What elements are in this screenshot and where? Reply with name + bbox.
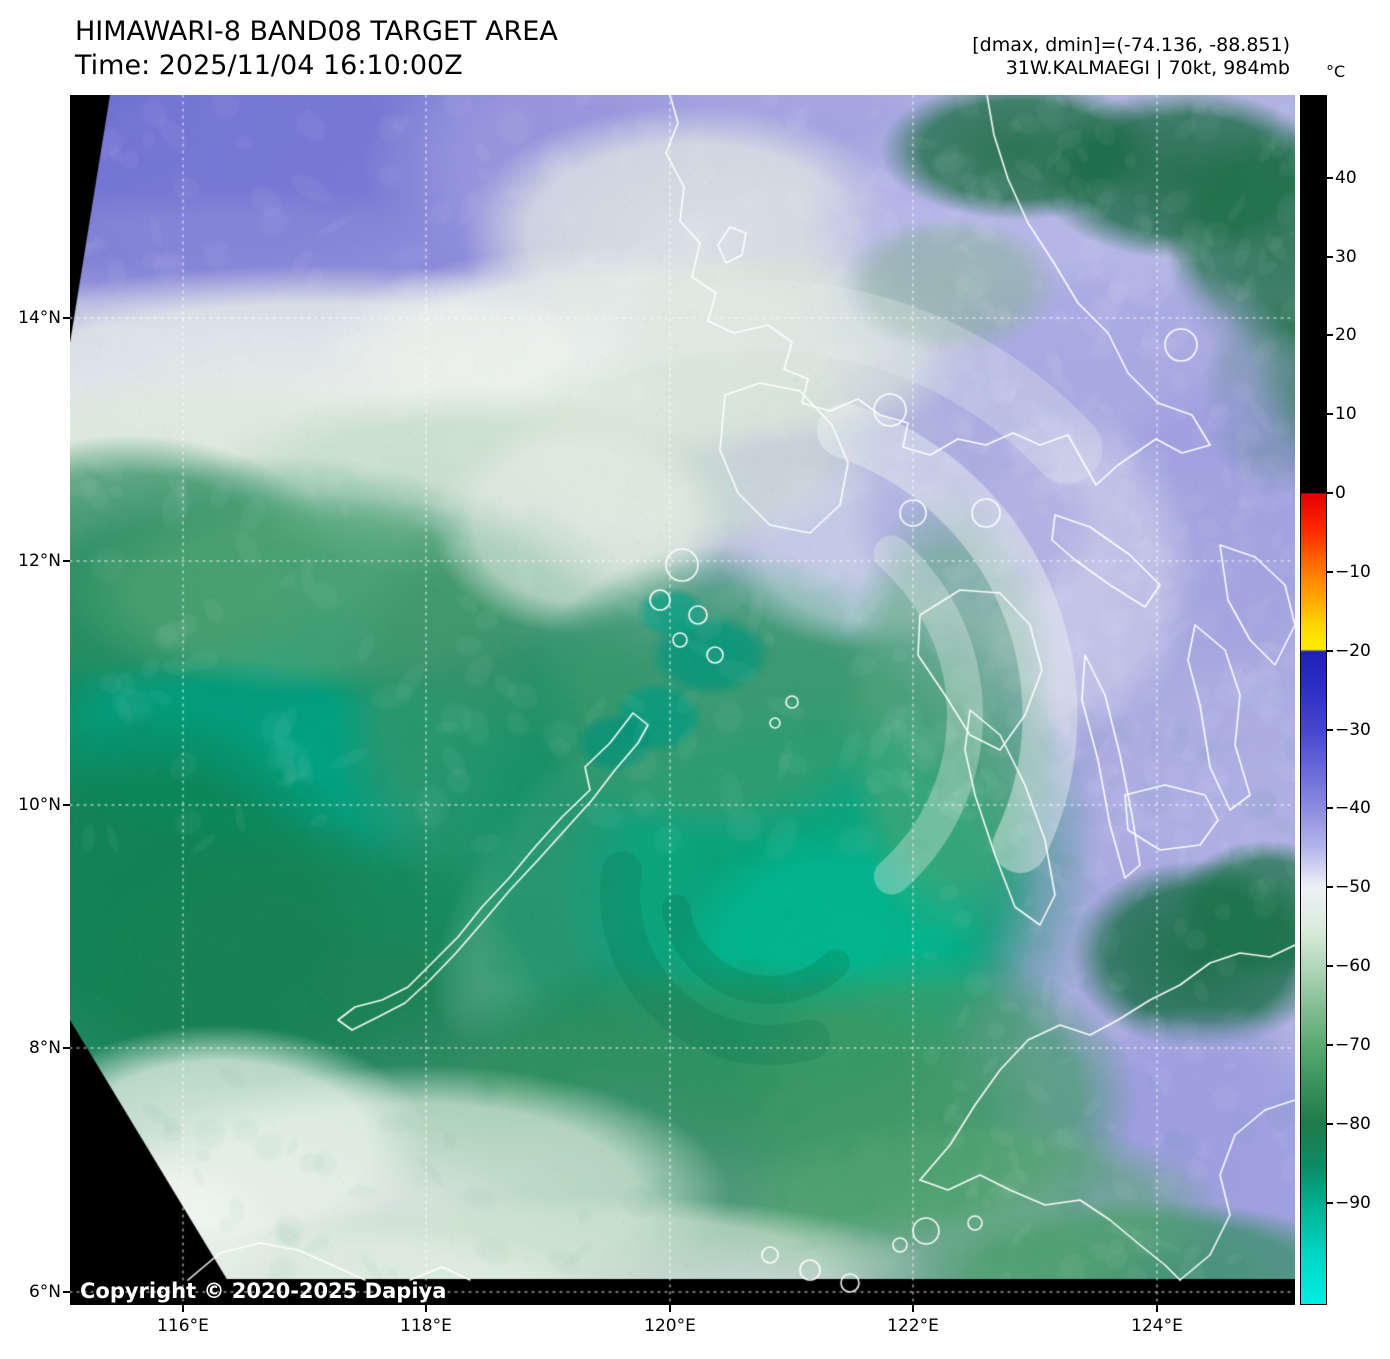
lon-tick-mark: [425, 1305, 427, 1312]
colorbar-tick-mark: [1327, 492, 1333, 495]
colorbar-tick-mark: [1327, 886, 1333, 889]
colorbar-tick-label: 0: [1335, 483, 1346, 504]
lat-tick-label: 14°N: [18, 308, 61, 328]
colorbar: [1300, 95, 1327, 1305]
lon-tick-mark: [669, 1305, 671, 1312]
colorbar-tick-mark: [1327, 1201, 1333, 1204]
colorbar-tick-label: −60: [1335, 956, 1371, 977]
colorbar-tick-mark: [1327, 255, 1333, 258]
satellite-canvas: [70, 95, 1295, 1305]
lon-tick-label: 120°E: [644, 1316, 696, 1336]
colorbar-tick-mark: [1327, 413, 1333, 416]
colorbar-tick-label: 10: [1335, 404, 1357, 425]
header-info: [dmax, dmin]=(-74.136, -88.851) 31W.KALM…: [972, 34, 1290, 80]
lon-tick-label: 122°E: [887, 1316, 939, 1336]
lon-tick-label: 124°E: [1131, 1316, 1183, 1336]
lat-tick-mark: [63, 1047, 70, 1049]
lat-tick-label: 6°N: [28, 1282, 61, 1302]
colorbar-tick-mark: [1327, 649, 1333, 652]
colorbar-tick-label: −70: [1335, 1034, 1371, 1055]
lat-tick-label: 12°N: [18, 551, 61, 571]
dmax-dmin-readout: [dmax, dmin]=(-74.136, -88.851): [972, 34, 1290, 56]
satellite-plot-area: Copyright © 2020-2025 Dapiya: [70, 95, 1295, 1305]
colorbar-tick-label: −50: [1335, 877, 1371, 898]
lat-tick-label: 8°N: [28, 1038, 61, 1058]
page-title: HIMAWARI-8 BAND08 TARGET AREA: [75, 16, 558, 47]
colorbar-tick-label: −20: [1335, 640, 1371, 661]
storm-info: 31W.KALMAEGI | 70kt, 984mb: [1005, 57, 1290, 79]
colorbar-tick-label: −90: [1335, 1192, 1371, 1213]
lat-tick-mark: [63, 1291, 70, 1293]
lat-tick-mark: [63, 560, 70, 562]
colorbar-tick-mark: [1327, 176, 1333, 179]
lat-tick-mark: [63, 317, 70, 319]
colorbar-tick-mark: [1327, 728, 1333, 731]
colorbar-tick-label: 40: [1335, 167, 1357, 188]
colorbar-unit-label: °C: [1326, 62, 1346, 81]
lon-tick-mark: [1156, 1305, 1158, 1312]
colorbar-tick-label: 20: [1335, 325, 1357, 346]
colorbar-tick-label: −80: [1335, 1113, 1371, 1134]
timestamp: Time: 2025/11/04 16:10:00Z: [75, 50, 463, 81]
lon-tick-label: 116°E: [157, 1316, 209, 1336]
colorbar-tick-label: −30: [1335, 719, 1371, 740]
colorbar-tick-mark: [1327, 570, 1333, 573]
colorbar-tick-mark: [1327, 334, 1333, 337]
lon-tick-label: 118°E: [400, 1316, 452, 1336]
lon-tick-mark: [912, 1305, 914, 1312]
colorbar-tick-mark: [1327, 1122, 1333, 1125]
colorbar-tick-mark: [1327, 807, 1333, 810]
lat-tick-label: 10°N: [18, 795, 61, 815]
colorbar-tick-mark: [1327, 965, 1333, 968]
colorbar-tick-label: −10: [1335, 561, 1371, 582]
copyright-label: Copyright © 2020-2025 Dapiya: [80, 1279, 447, 1303]
colorbar-tick-mark: [1327, 1043, 1333, 1046]
lat-tick-mark: [63, 804, 70, 806]
lon-tick-mark: [182, 1305, 184, 1312]
colorbar-tick-label: −40: [1335, 798, 1371, 819]
colorbar-tick-label: 30: [1335, 246, 1357, 267]
